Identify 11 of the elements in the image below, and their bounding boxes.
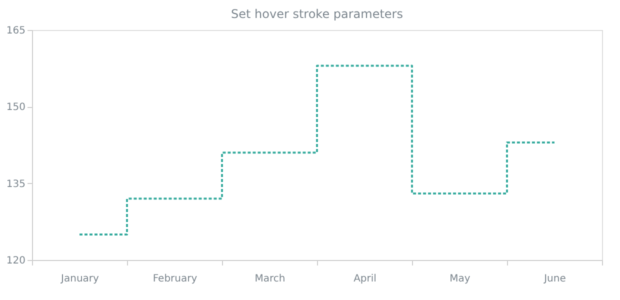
x-tick-label: March bbox=[254, 274, 286, 284]
x-tick-label: June bbox=[543, 274, 566, 284]
chart-title: Set hover stroke parameters bbox=[231, 7, 403, 21]
y-tick-label: 120 bbox=[6, 256, 26, 266]
y-tick-label: 150 bbox=[6, 102, 26, 114]
y-tick-label: 165 bbox=[6, 26, 26, 36]
x-tick-label: May bbox=[450, 274, 470, 284]
x-tick-label: April bbox=[354, 274, 376, 284]
x-tick-label: January bbox=[60, 274, 100, 284]
x-tick-label: February bbox=[152, 274, 198, 284]
y-tick-label: 135 bbox=[6, 178, 26, 190]
